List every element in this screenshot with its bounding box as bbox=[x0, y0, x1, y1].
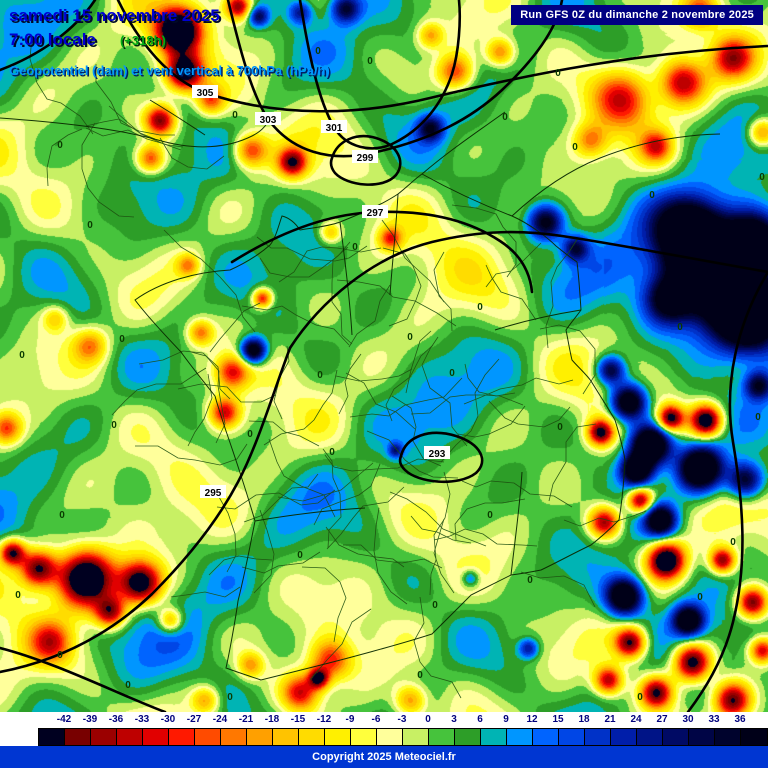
header-forecast-offset: (+318h) bbox=[120, 33, 166, 48]
scale-ticks: -42 -39 -36 -33 -30 -27 -24 -21 -18 -15 -12 -9 -6 -3 0… bbox=[0, 712, 768, 728]
colorbar-cell bbox=[507, 729, 533, 745]
colorbar-cell bbox=[715, 729, 741, 745]
colorbar-cell bbox=[351, 729, 377, 745]
colorbar-tick: 27 bbox=[656, 714, 668, 725]
colorbar-tick: -30 bbox=[160, 714, 176, 725]
colorbar-cell bbox=[533, 729, 559, 745]
colorbar-tick: -42 bbox=[56, 714, 72, 725]
colorbar-tick: 0 bbox=[425, 714, 431, 725]
colorbar-cell bbox=[585, 729, 611, 745]
colorbar-tick: -36 bbox=[108, 714, 124, 725]
colorbar-tick: -24 bbox=[212, 714, 228, 725]
colorbar-cell bbox=[377, 729, 403, 745]
colorbar-tick: -9 bbox=[345, 714, 355, 725]
header-subtitle: Geopotentiel (dam) et vent vertical à 70… bbox=[9, 63, 330, 78]
colorbar-tick: -33 bbox=[134, 714, 150, 725]
vertical-velocity-field bbox=[0, 0, 768, 712]
colorbar-tick: 33 bbox=[708, 714, 720, 725]
footer-bar: Copyright 2025 Meteociel.fr bbox=[0, 746, 768, 768]
colorbar-tick: 36 bbox=[734, 714, 746, 725]
colorbar-cell bbox=[611, 729, 637, 745]
colorbar-cell bbox=[143, 729, 169, 745]
colorbar-cell bbox=[299, 729, 325, 745]
colorbar-tick: 6 bbox=[477, 714, 483, 725]
colorbar-tick: -15 bbox=[290, 714, 306, 725]
colorbar-tick: 9 bbox=[503, 714, 509, 725]
colorbar-tick: 12 bbox=[526, 714, 538, 725]
colorbar-cell bbox=[637, 729, 663, 745]
colorbar-cell bbox=[169, 729, 195, 745]
colorbar-cell bbox=[663, 729, 689, 745]
colorbar-tick: 15 bbox=[552, 714, 564, 725]
copyright-text: Copyright 2025 Meteociel.fr bbox=[312, 751, 456, 763]
colorbar-cell bbox=[403, 729, 429, 745]
colorbar-cell bbox=[559, 729, 585, 745]
colorbar-tick: 21 bbox=[604, 714, 616, 725]
colorbar-cell bbox=[689, 729, 715, 745]
colorbar-tick: -27 bbox=[186, 714, 202, 725]
colorbar-tick: -12 bbox=[316, 714, 332, 725]
map-area: 0 0 0 0 0 0 0 0 0 0 0 0 0 0 0 0 0 0 0 0 0 0 0 0 0 0 0 0 0 0 0 0 0 0 0 0 305 3… bbox=[0, 0, 768, 712]
colorbar-tick: 24 bbox=[630, 714, 642, 725]
colorbar-cell bbox=[247, 729, 273, 745]
header-time: 7:00 locale bbox=[9, 30, 96, 49]
colorbar-tick: -39 bbox=[82, 714, 98, 725]
colorbar-cell bbox=[429, 729, 455, 745]
colorbar-cell bbox=[741, 729, 767, 745]
colorbar-tick: -3 bbox=[397, 714, 407, 725]
colorbar-tick: -6 bbox=[371, 714, 381, 725]
colorbar-cell bbox=[273, 729, 299, 745]
colorbar-cell bbox=[221, 729, 247, 745]
colorbar bbox=[38, 728, 768, 746]
run-info-box: Run GFS 0Z du dimanche 2 novembre 2025 bbox=[511, 5, 763, 25]
colorbar-tick: 3 bbox=[451, 714, 457, 725]
colorbar-cell bbox=[481, 729, 507, 745]
colorbar-cell bbox=[325, 729, 351, 745]
header-date: samedi 15 novembre 2025 bbox=[9, 6, 220, 25]
colorbar-cell bbox=[65, 729, 91, 745]
colorbar-cell bbox=[455, 729, 481, 745]
colorbar-tick: -18 bbox=[264, 714, 280, 725]
colorbar-tick: -21 bbox=[238, 714, 254, 725]
colorbar-cell bbox=[91, 729, 117, 745]
colorbar-tick: 30 bbox=[682, 714, 694, 725]
colorbar-cell bbox=[39, 729, 65, 745]
colorbar-cell bbox=[117, 729, 143, 745]
colorbar-tick: 18 bbox=[578, 714, 590, 725]
colorbar-cell bbox=[195, 729, 221, 745]
